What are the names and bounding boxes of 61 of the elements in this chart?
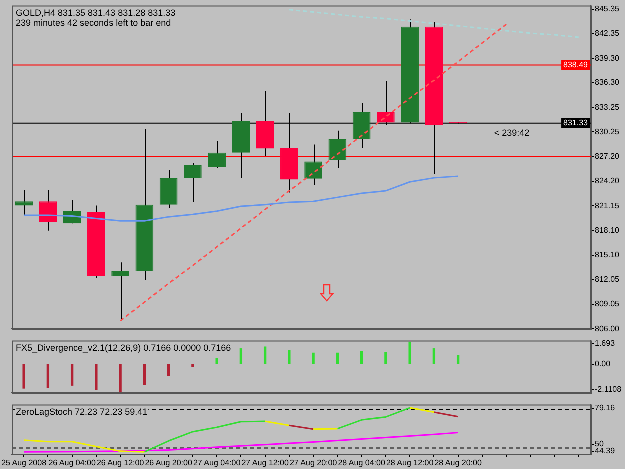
x-tick-label: 26 Aug 04:00 bbox=[48, 458, 96, 468]
x-tick-label: 27 Aug 04:00 bbox=[193, 458, 242, 468]
y-tick-label: 830.25 bbox=[595, 127, 620, 136]
y-tick-label: 839.30 bbox=[595, 54, 620, 63]
bar bbox=[336, 352, 340, 364]
ref-line-label: 838.49 bbox=[564, 60, 589, 70]
x-tick-label: 28 Aug 12:00 bbox=[386, 458, 434, 468]
bar bbox=[70, 364, 74, 386]
line-series bbox=[288, 9, 580, 38]
chart-title: FX5_Divergence_v2.1(12,26,9) 0.7166 0.0000 0.7166 bbox=[16, 342, 232, 353]
bar bbox=[408, 342, 412, 364]
y-tick-label: 836.30 bbox=[595, 78, 620, 88]
y-tick-label: 50 bbox=[595, 440, 604, 449]
bar bbox=[95, 364, 98, 390]
annotation: < 239:42 bbox=[494, 128, 530, 138]
text: 239 minutes 42 seconds left to bar end bbox=[16, 18, 172, 28]
candlestick bbox=[39, 190, 58, 232]
ref-line-label: 831.33 bbox=[564, 118, 589, 128]
bar bbox=[167, 364, 170, 376]
bar bbox=[360, 351, 364, 364]
bar bbox=[22, 364, 26, 389]
bar bbox=[456, 355, 460, 364]
x-tick-label: 26 Aug 12:00 bbox=[96, 458, 145, 468]
candlestick bbox=[112, 262, 130, 322]
y-tick-label: 815.10 bbox=[595, 250, 620, 260]
y-tick-label: 1.693 bbox=[595, 339, 616, 348]
x-tick-label: 27 Aug 12:00 bbox=[242, 458, 290, 468]
x-tick-label: 25 Aug 2008 bbox=[2, 458, 48, 468]
x-tick-label: 28 Aug 04:00 bbox=[338, 458, 386, 468]
bar bbox=[192, 364, 194, 368]
bar bbox=[216, 358, 218, 364]
bar bbox=[288, 350, 291, 364]
y-tick-label: 845.35 bbox=[595, 4, 620, 14]
bar bbox=[264, 346, 267, 364]
x-tick-label: 27 Aug 20:00 bbox=[290, 458, 338, 468]
y-tick-label: 812.05 bbox=[595, 275, 620, 284]
y-tick-label: 44.39 bbox=[595, 446, 616, 456]
y-tick-label: 827.20 bbox=[595, 152, 620, 162]
y-tick-label: 824.20 bbox=[595, 176, 620, 186]
y-tick-label: 0.00 bbox=[595, 359, 612, 368]
y-tick-label: 809.05 bbox=[595, 300, 620, 309]
x-tick-label: 26 Aug 20:00 bbox=[145, 458, 193, 468]
bar bbox=[46, 364, 50, 388]
bar bbox=[143, 364, 146, 386]
chart-title: GOLD,H4 831.35 831.43 831.28 831.33 bbox=[16, 8, 176, 18]
y-tick-label: -2.1108 bbox=[595, 384, 622, 394]
y-tick-label: 833.25 bbox=[595, 102, 620, 112]
bar bbox=[312, 352, 315, 364]
bar bbox=[384, 352, 388, 364]
chart-title: ZeroLagStoch 72.23 72.23 59.41 bbox=[16, 406, 148, 417]
bar bbox=[119, 364, 122, 393]
y-tick-label: 818.10 bbox=[595, 226, 620, 236]
y-tick-label: 821.15 bbox=[595, 201, 620, 210]
candlestick bbox=[328, 130, 347, 169]
bar bbox=[432, 348, 436, 364]
bar bbox=[240, 348, 243, 364]
x-tick-label: 28 Aug 20:00 bbox=[434, 458, 482, 468]
candlestick bbox=[15, 190, 33, 217]
y-tick-label: 806.00 bbox=[595, 324, 620, 334]
y-tick-label: 842.35 bbox=[595, 29, 620, 38]
y-tick-label: 79.16 bbox=[595, 404, 616, 413]
